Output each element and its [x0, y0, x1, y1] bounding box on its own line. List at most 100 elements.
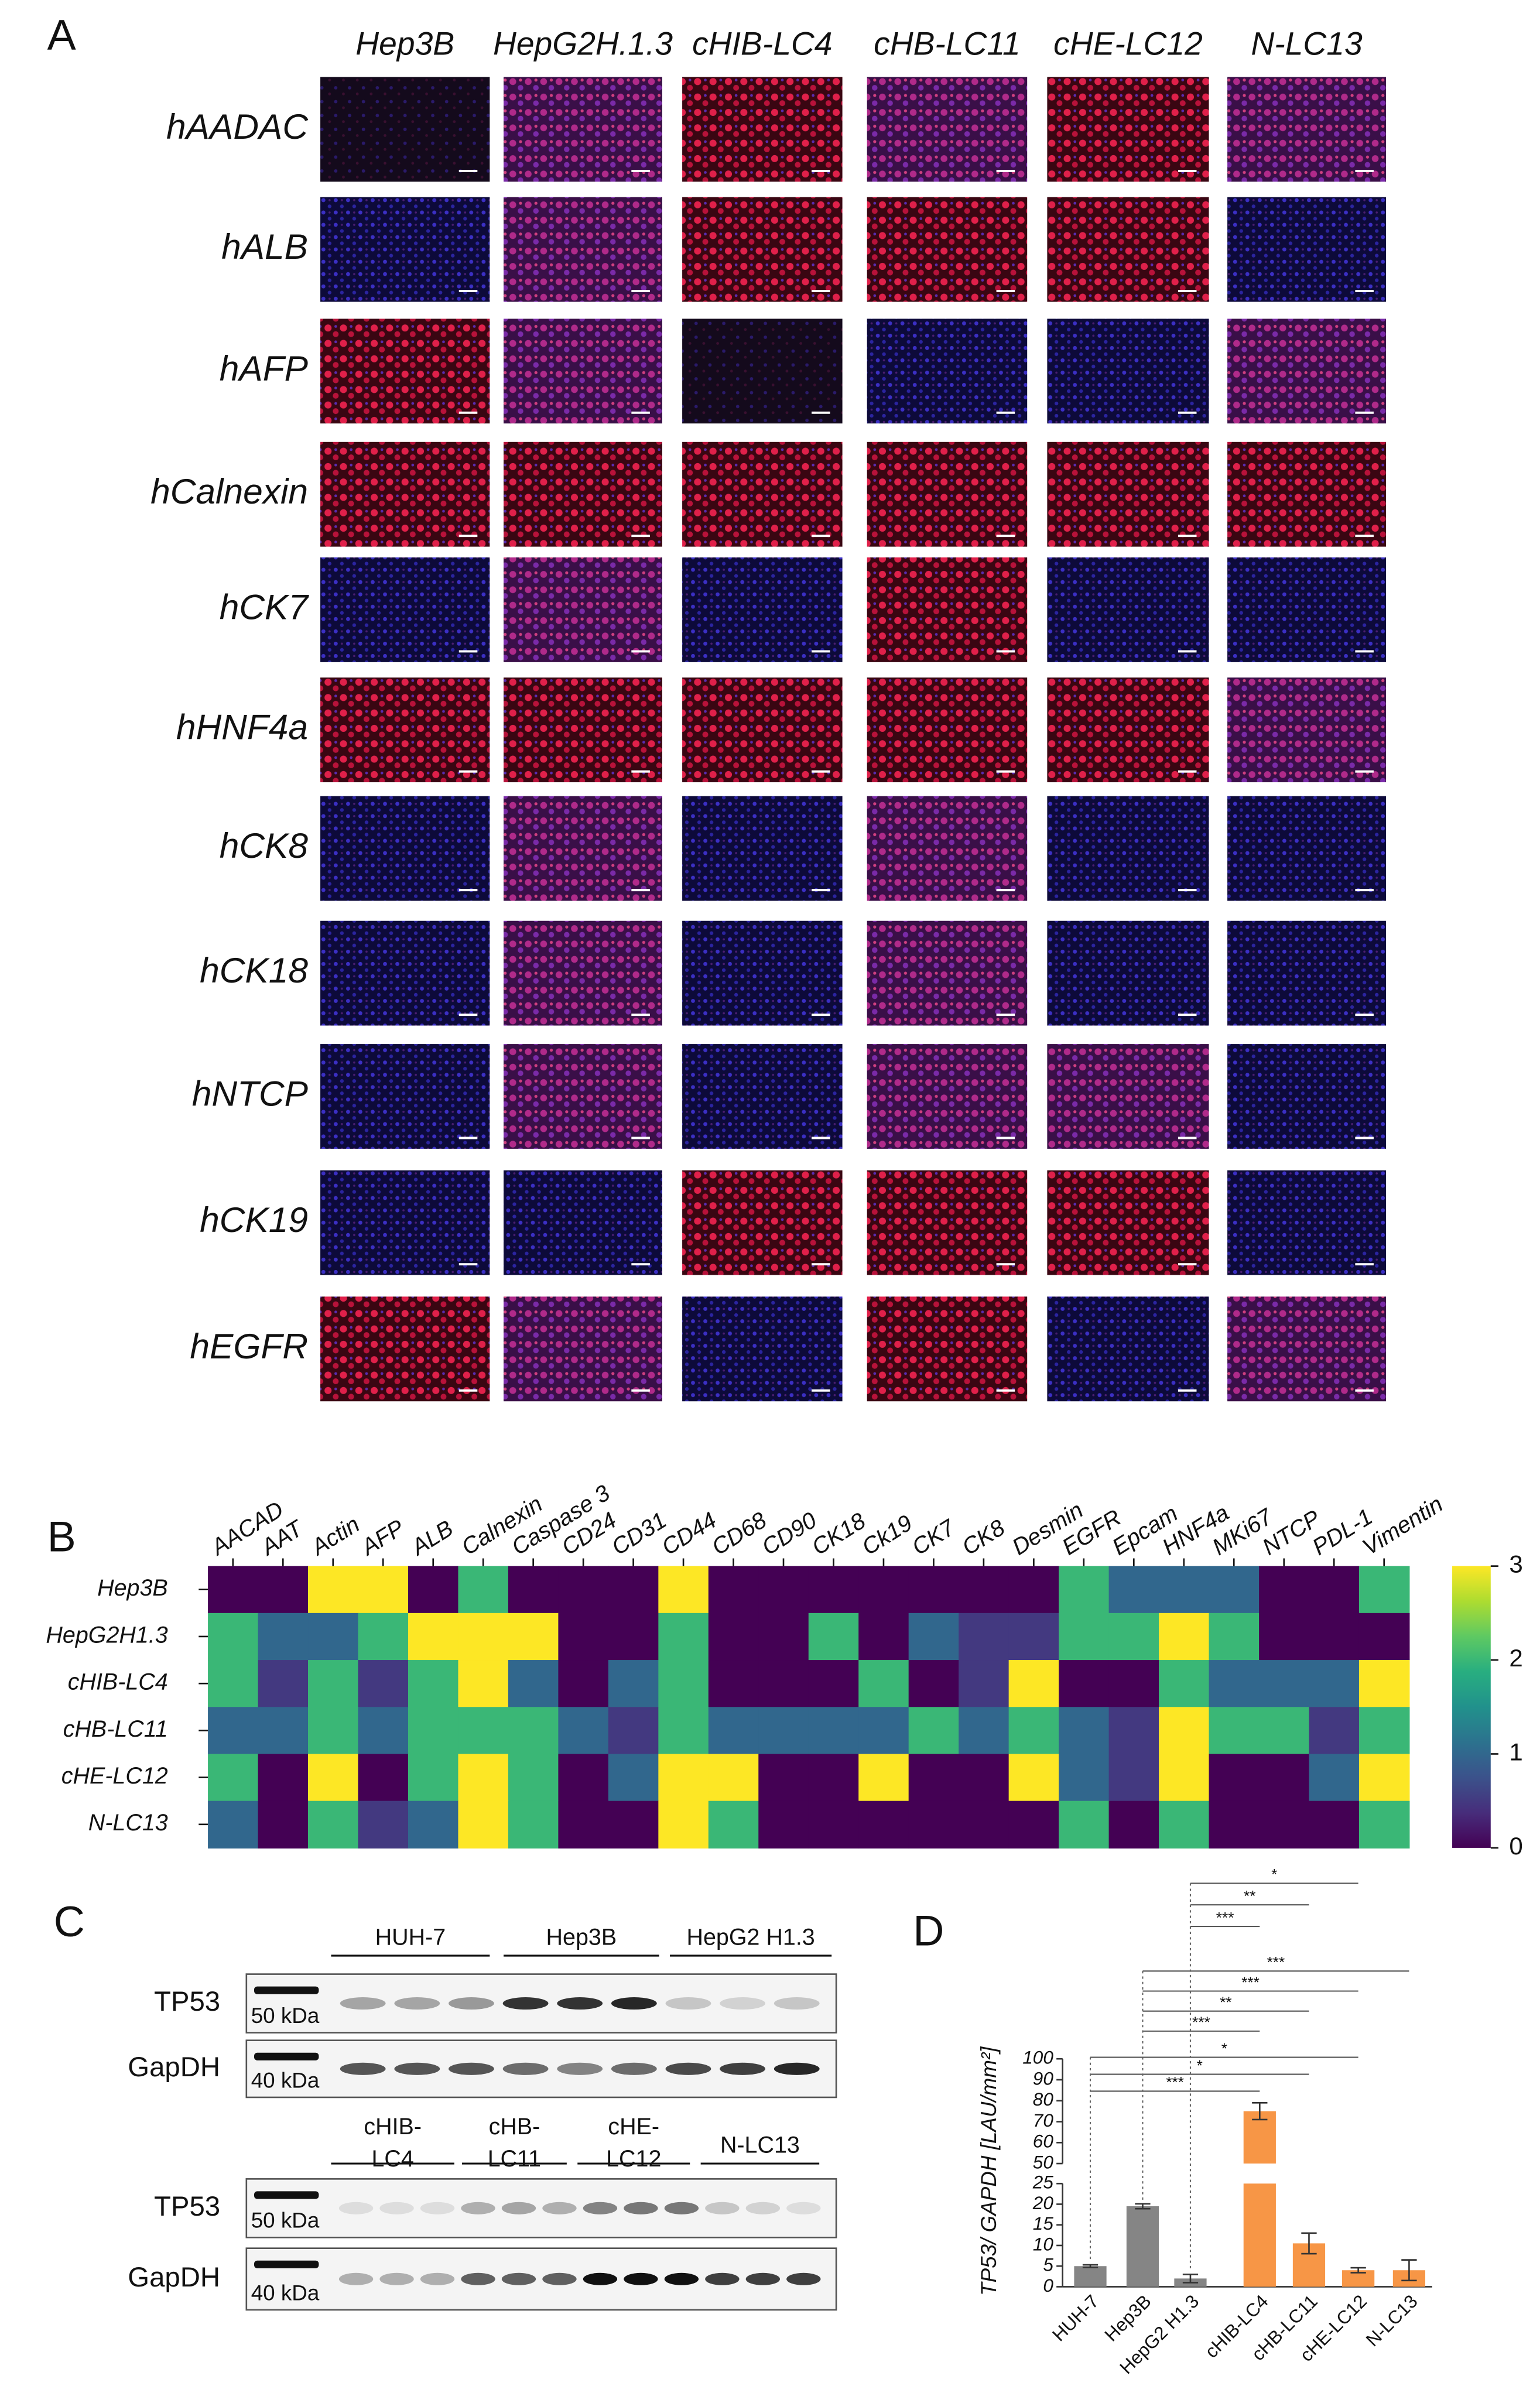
heatmap-cell	[1008, 1754, 1060, 1802]
micrograph	[867, 1296, 1028, 1402]
error-bar	[1082, 2264, 1098, 2268]
blot-band	[705, 2202, 740, 2214]
heatmap-column-label: Actin	[306, 1511, 364, 1561]
y-tick-label: 10	[1033, 2233, 1054, 2254]
heatmap-cell	[608, 1613, 659, 1661]
micrograph	[320, 796, 490, 901]
heatmap-cell	[858, 1566, 909, 1614]
row-label: hHNF4a	[176, 707, 308, 747]
row-label: hCK8	[220, 826, 309, 865]
heatmap-cell	[658, 1754, 709, 1802]
micrograph	[504, 796, 662, 901]
heatmap-cell	[708, 1566, 759, 1614]
micrograph	[1047, 77, 1209, 182]
micrograph	[682, 77, 843, 182]
micrograph	[1047, 441, 1209, 547]
group-label: cHB-	[489, 2114, 540, 2140]
heatmap-cell	[658, 1707, 709, 1755]
heatmap-cell	[758, 1707, 809, 1755]
protein-label: TP53	[154, 2191, 220, 2222]
y-tick-label: 70	[1033, 2110, 1054, 2131]
heatmap-cell	[1259, 1660, 1310, 1708]
micrograph	[1227, 77, 1386, 182]
blot-band	[461, 2272, 495, 2285]
heatmap-cell	[908, 1800, 960, 1849]
blot-band	[338, 2272, 374, 2285]
micrograph	[682, 920, 843, 1026]
heatmap-cell	[1108, 1566, 1160, 1614]
heatmap-cell	[758, 1613, 809, 1661]
colorbar-tick-label: 1	[1509, 1738, 1522, 1766]
error-bar	[1350, 2267, 1366, 2274]
blot-band	[420, 2202, 455, 2214]
heatmap-cell	[1358, 1800, 1410, 1849]
blot-band	[340, 2062, 386, 2075]
heatmap-cell	[458, 1800, 509, 1849]
heatmap-cell	[258, 1707, 309, 1755]
y-tick-label: 90	[1033, 2067, 1054, 2089]
heatmap-cell	[508, 1800, 559, 1849]
ladder-marker	[254, 2191, 319, 2199]
heatmap-cell	[208, 1566, 259, 1614]
heatmap-cell	[1358, 1613, 1410, 1661]
x-tick-label: HUH-7	[1048, 2291, 1103, 2346]
marker-label: 50 kDa	[251, 2209, 320, 2233]
heatmap-cell	[858, 1754, 909, 1802]
micrograph	[1047, 1296, 1209, 1402]
heatmap-cell	[208, 1800, 259, 1849]
heatmap-cell	[1059, 1613, 1110, 1661]
micrograph	[1227, 1044, 1386, 1149]
heatmap-column-label: CK18	[807, 1508, 870, 1560]
heatmap-cell	[558, 1800, 609, 1849]
colorbar-tick-label: 3	[1509, 1550, 1522, 1578]
heatmap-cell	[1209, 1613, 1260, 1661]
heatmap-cell	[1309, 1613, 1360, 1661]
panel-label: A	[47, 11, 76, 59]
blot-band	[720, 2062, 766, 2075]
heatmap-cell	[458, 1660, 509, 1708]
heatmap-cell	[1059, 1800, 1110, 1849]
heatmap-cell	[608, 1800, 659, 1849]
heatmap-cell	[959, 1707, 1009, 1755]
heatmap-cell	[358, 1613, 409, 1661]
bar	[1074, 2266, 1107, 2287]
heatmap-cell	[208, 1754, 259, 1802]
blot-band	[379, 2272, 414, 2285]
group-label: LC4	[371, 2146, 413, 2172]
heatmap-cell	[908, 1707, 960, 1755]
bar	[1243, 2111, 1276, 2287]
heatmap-cell	[808, 1754, 860, 1802]
heatmap-column-label: CD31	[607, 1507, 671, 1560]
micrograph	[504, 677, 662, 783]
micrograph	[320, 197, 490, 302]
column-label: cHE-LC12	[1053, 25, 1203, 61]
group-label: HUH-7	[375, 1924, 446, 1950]
heatmap-cell	[808, 1707, 860, 1755]
heatmap-cell	[1159, 1566, 1210, 1614]
heatmap-cell	[959, 1754, 1009, 1802]
colorbar-tick-label: 0	[1509, 1832, 1522, 1860]
micrograph	[682, 677, 843, 783]
heatmap-cell	[258, 1660, 309, 1708]
micrograph	[504, 1044, 662, 1149]
heatmap-cell	[959, 1800, 1009, 1849]
micrograph	[867, 77, 1028, 182]
heatmap-column-label: CD68	[707, 1507, 771, 1560]
y-tick-label: 20	[1032, 2192, 1054, 2213]
y-axis-label: TP53/ GAPDH [LAU/mm²]	[977, 2046, 1001, 2296]
heatmap-row-label: HepG2H1.3	[46, 1622, 167, 1648]
heatmap-cell	[1358, 1566, 1410, 1614]
heatmap-cell	[1209, 1800, 1260, 1849]
micrograph	[1227, 197, 1386, 302]
heatmap-cell	[508, 1613, 559, 1661]
heatmap-cell	[1209, 1660, 1260, 1708]
blot-band	[449, 1997, 494, 2010]
micrograph	[1227, 677, 1386, 783]
error-bar	[1182, 2273, 1199, 2284]
significance-label: ***	[1241, 1973, 1260, 1991]
heatmap-cell	[208, 1707, 259, 1755]
blot-band	[394, 2062, 440, 2075]
blot-band	[449, 2062, 494, 2075]
heatmap-cell	[1059, 1660, 1110, 1708]
